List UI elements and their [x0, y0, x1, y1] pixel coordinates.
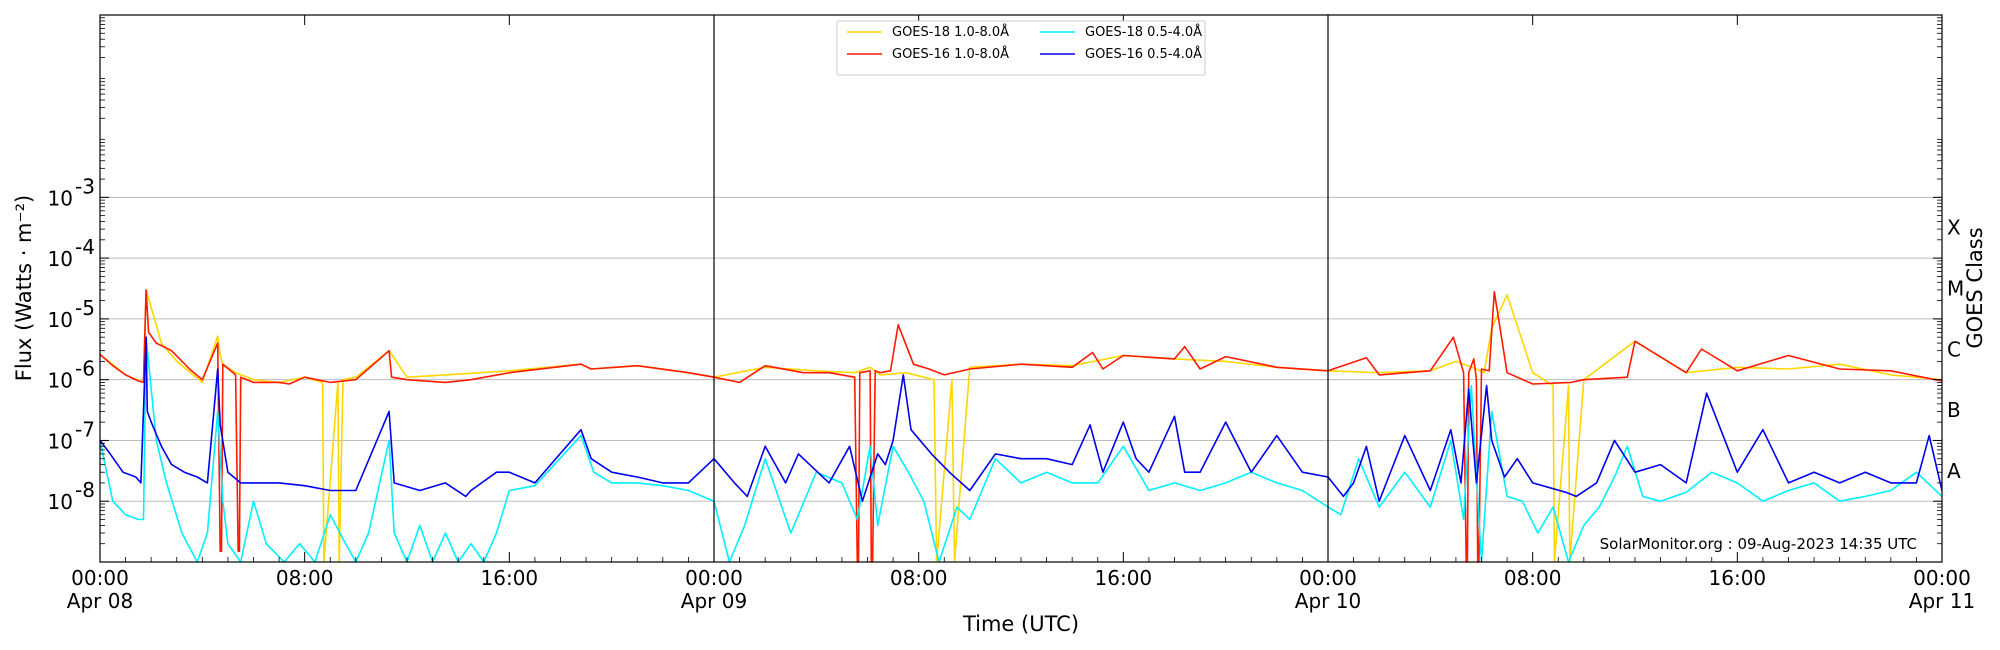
series-line-1	[99, 289, 1943, 563]
y-tick-base: 10	[48, 429, 73, 453]
series-line-3	[99, 336, 1943, 563]
y-tick-exponent: -8	[75, 478, 95, 502]
x-tick-time: 00:00	[71, 566, 129, 590]
y-tick-exponent: -5	[75, 296, 95, 320]
y-tick-label: 10 -3	[48, 174, 95, 210]
y-tick-label: 10 -6	[48, 357, 95, 393]
x-tick-time: 08:00	[890, 566, 948, 590]
legend-entry: GOES-16 0.5-4.0Å	[1040, 46, 1202, 62]
x-tick-time: 08:00	[1504, 566, 1562, 590]
y-tick-label: 10 -5	[48, 296, 95, 332]
x-tick-time: 16:00	[1709, 566, 1767, 590]
y-tick-base: 10	[48, 308, 73, 332]
x-tick-time: 00:00	[1913, 566, 1971, 590]
goes-class-axis-title: GOES Class	[1963, 227, 1987, 348]
goes-class-label: B	[1947, 398, 1961, 422]
y-tick-base: 10	[48, 247, 73, 271]
x-tick-time: 16:00	[481, 566, 539, 590]
y-tick-label: 10 -7	[48, 417, 95, 453]
legend-entry: GOES-16 1.0-8.0Å	[847, 46, 1009, 62]
data-series-layer	[99, 289, 1943, 563]
y-tick-exponent: -6	[75, 357, 95, 381]
x-tick-time: 00:00	[1299, 566, 1357, 590]
axis-ticks	[99, 15, 1943, 562]
y-tick-label: 10 -8	[48, 478, 95, 514]
legend-label: GOES-16 1.0-8.0Å	[892, 46, 1009, 62]
x-tick-time: 16:00	[1095, 566, 1153, 590]
legend-entry: GOES-18 0.5-4.0Å	[1040, 24, 1202, 40]
y-tick-exponent: -4	[75, 235, 95, 259]
series-line-4	[99, 336, 1943, 502]
goes-class-label: X	[1947, 216, 1961, 240]
x-tick-time: 08:00	[276, 566, 334, 590]
y-tick-label: 10 -4	[48, 235, 95, 271]
legend-label: GOES-18 1.0-8.0Å	[892, 24, 1009, 40]
goes-class-label: C	[1947, 337, 1961, 361]
y-tick-exponent: -7	[75, 417, 95, 441]
y-tick-base: 10	[48, 490, 73, 514]
legend-label: GOES-18 0.5-4.0Å	[1085, 24, 1202, 40]
y-tick-base: 10	[48, 186, 73, 210]
x-tick-date: Apr 08	[67, 589, 133, 613]
x-axis-title: Time (UTC)	[962, 612, 1079, 636]
x-tick-date: Apr 11	[1909, 589, 1975, 613]
day-boundary-lines	[713, 15, 1329, 562]
y-tick-base: 10	[48, 369, 73, 393]
credit-text: SolarMonitor.org : 09-Aug-2023 14:35 UTC	[1600, 535, 1917, 553]
legend-entry: GOES-18 1.0-8.0Å	[847, 24, 1009, 40]
goes-class-label: M	[1947, 277, 1964, 301]
y-tick-exponent: -3	[75, 174, 95, 198]
legend: GOES-18 1.0-8.0Å GOES-16 1.0-8.0Å GOES-18 …	[836, 20, 1206, 76]
goes-class-labels: A B C M X	[1947, 216, 1964, 483]
legend-box	[836, 20, 1206, 76]
x-tick-date: Apr 10	[1295, 589, 1361, 613]
y-axis-title: Flux (Watts · m⁻²)	[12, 195, 36, 381]
legend-label: GOES-16 0.5-4.0Å	[1085, 46, 1202, 62]
goes-class-label: A	[1947, 459, 1961, 483]
y-tick-labels: 10-810-710-610-510-410-3	[48, 174, 95, 514]
x-tick-date: Apr 09	[681, 589, 747, 613]
x-tick-time: 00:00	[685, 566, 743, 590]
